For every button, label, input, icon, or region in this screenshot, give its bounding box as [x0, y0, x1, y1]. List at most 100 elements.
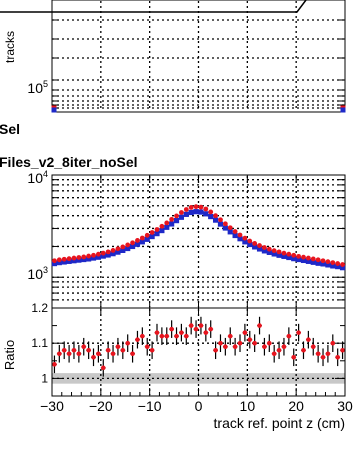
middle-blue-point: [139, 239, 145, 245]
ratio-point: [71, 347, 77, 353]
middle-blue-point: [247, 241, 253, 248]
middle-red-point: [56, 257, 62, 263]
middle-red-point: [203, 206, 209, 212]
middle-ytick-exp-low: 3: [43, 265, 48, 275]
ratio-point: [144, 344, 150, 350]
ratio-point: [57, 351, 62, 357]
ratio-point: [208, 326, 214, 332]
ratio-point: [227, 333, 233, 339]
ratio-xtick-label: 20: [288, 398, 304, 414]
middle-blue-point: [252, 244, 258, 250]
middle-blue-point: [296, 256, 302, 263]
svg-text:103: 103: [27, 265, 48, 282]
ratio-point: [335, 354, 340, 360]
ratio-point: [252, 340, 257, 346]
ratio-point: [169, 326, 174, 332]
middle-red-point: [330, 260, 336, 266]
middle-red-point: [271, 248, 277, 254]
middle-red-point: [188, 205, 194, 210]
middle-red-point: [257, 243, 262, 248]
middle-ytick-label-high: 104: [27, 169, 48, 186]
middle-blue-point: [95, 254, 101, 260]
legend-line-1: Sel: [0, 121, 20, 137]
legend-line-2: Files_v2_8iter_noSel: [0, 154, 138, 170]
middle-red-point: [149, 230, 155, 235]
ratio-panel: 1 1.1 1.2 −30 −20 −10 0 10 20 30 Ratio track ref…: [2, 301, 353, 431]
middle-red-point: [154, 227, 160, 232]
ratio-point: [110, 351, 116, 357]
middle-blue-point: [110, 251, 116, 257]
ratio-grid: [52, 309, 345, 395]
ratio-point: [257, 323, 262, 328]
middle-blue-point: [149, 233, 155, 240]
ratio-ytick-label: 1: [41, 371, 48, 385]
middle-blue-point: [266, 249, 272, 255]
ratio-point: [66, 351, 72, 357]
middle-blue-point: [237, 236, 243, 242]
middle-blue-point: [129, 243, 136, 250]
middle-red-point: [222, 221, 228, 227]
ratio-point: [61, 347, 67, 353]
ratio-point: [159, 333, 165, 339]
top-panel: tracks 105: [0, 0, 346, 113]
middle-red-point: [144, 232, 150, 238]
middle-red-point: [320, 258, 326, 264]
middle-blue-point: [320, 261, 326, 267]
top-data-point: [51, 107, 57, 113]
middle-blue-point: [71, 258, 77, 264]
middle-red-point: [310, 256, 316, 262]
ratio-point: [325, 351, 331, 357]
middle-blue-point: [193, 209, 199, 215]
ratio-point: [281, 344, 287, 350]
ratio-point: [154, 330, 160, 335]
middle-blue-point: [100, 253, 106, 259]
ratio-point: [291, 354, 297, 360]
middle-data-points: [51, 204, 346, 271]
middle-red-point: [105, 249, 111, 255]
middle-red-point: [86, 253, 92, 259]
middle-blue-point: [208, 213, 214, 220]
middle-red-point: [247, 238, 253, 244]
ratio-point: [320, 354, 326, 360]
middle-red-point: [301, 254, 306, 260]
middle-red-point: [242, 235, 248, 241]
middle-red-point: [252, 241, 258, 246]
middle-red-point: [296, 253, 302, 259]
middle-blue-point: [173, 218, 180, 224]
ratio-point: [267, 340, 272, 346]
middle-blue-point: [232, 232, 238, 239]
middle-red-point: [120, 244, 126, 250]
middle-red-point: [159, 223, 165, 229]
top-ytick-exp: 5: [43, 79, 48, 89]
top-panel-frame: [51, 0, 346, 113]
middle-red-point: [115, 246, 121, 252]
middle-blue-point: [105, 252, 111, 258]
middle-red-point: [100, 250, 106, 256]
middle-red-point: [340, 262, 345, 267]
ratio-point: [247, 337, 253, 342]
ratio-axis-ticks: [51, 307, 346, 397]
ratio-point: [315, 351, 321, 357]
ratio-point: [223, 344, 228, 350]
middle-red-point: [125, 242, 131, 248]
top-ytick-base: 10: [27, 80, 43, 96]
middle-red-point: [305, 255, 311, 261]
middle-blue-point: [144, 236, 150, 242]
middle-blue-point: [291, 256, 297, 262]
top-axis-ticks: [52, 19, 345, 109]
ratio-point: [100, 365, 106, 371]
middle-red-point: [286, 251, 292, 257]
middle-red-point: [81, 254, 87, 260]
middle-blue-point: [178, 214, 185, 220]
top-ytick-label: 105: [27, 79, 48, 96]
middle-red-point: [291, 252, 297, 258]
middle-blue-point: [125, 245, 131, 252]
middle-red-point: [139, 235, 145, 241]
ratio-point: [340, 347, 345, 353]
middle-red-point: [95, 251, 101, 257]
middle-red-point: [335, 261, 341, 266]
ratio-point: [81, 344, 87, 350]
middle-red-point: [183, 207, 189, 212]
middle-red-point: [276, 249, 282, 255]
middle-axis-ticks: [51, 175, 346, 308]
